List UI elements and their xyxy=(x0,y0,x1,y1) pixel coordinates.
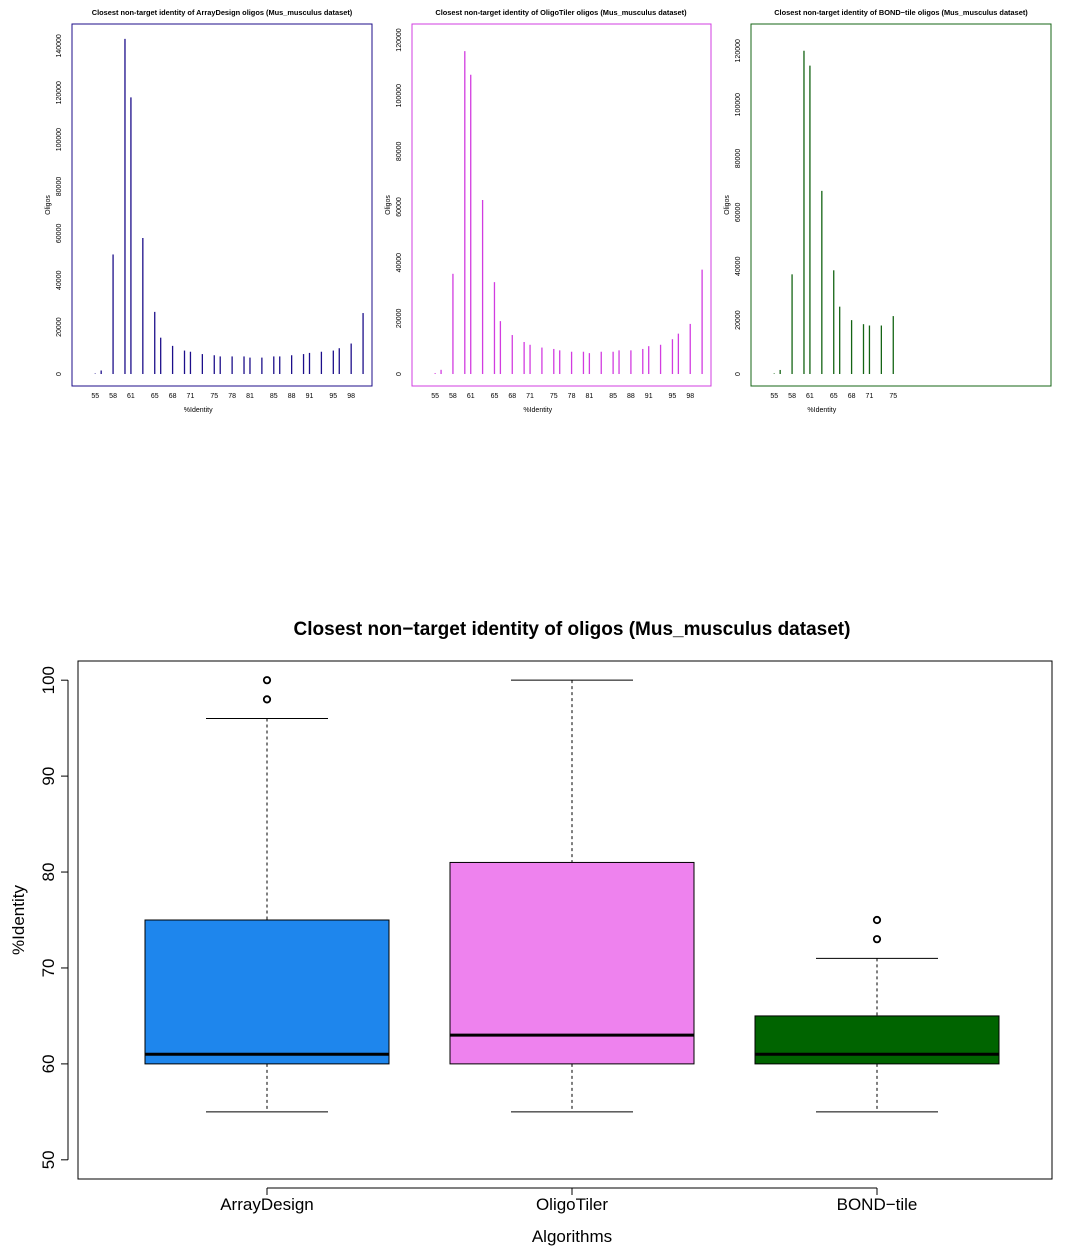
box-rect xyxy=(754,1015,1000,1065)
x-tick-label: 68 xyxy=(508,393,516,400)
x-tick-label: 68 xyxy=(169,393,177,400)
outlier-point xyxy=(262,695,272,704)
outlier-point xyxy=(262,676,272,685)
y-tick-label: 80 xyxy=(39,863,58,882)
x-axis-label: %Identity xyxy=(807,407,836,414)
x-tick-label: 61 xyxy=(467,393,475,400)
y-tick-label: 20000 xyxy=(56,317,63,337)
y-tick-label: 20000 xyxy=(396,308,403,328)
x-tick-label: 81 xyxy=(246,393,254,400)
y-tick-label: 60000 xyxy=(56,224,63,244)
x-tick-label: 95 xyxy=(329,393,337,400)
x-tick-label: 68 xyxy=(848,393,856,400)
y-tick-label: 120000 xyxy=(396,28,403,51)
box-rect xyxy=(449,861,695,1065)
x-tick-label: 75 xyxy=(210,393,218,400)
y-tick-label: 100000 xyxy=(396,84,403,107)
outlier-point xyxy=(872,935,882,944)
y-tick-label: 70 xyxy=(39,959,58,978)
y-tick-label: 90 xyxy=(39,767,58,786)
plot-frame xyxy=(77,660,1053,1180)
x-tick-label: 55 xyxy=(770,393,778,400)
y-tick-label: 60000 xyxy=(735,203,742,223)
x-tick-label: 75 xyxy=(889,393,897,400)
x-tick-label: 78 xyxy=(228,393,236,400)
chart-title: Closest non-target identity of OligoTile… xyxy=(435,8,687,17)
x-tick-label: 65 xyxy=(830,393,838,400)
y-tick-label: 60 xyxy=(39,1054,58,1073)
y-tick-label: 80000 xyxy=(396,141,403,161)
x-tick-label: 98 xyxy=(686,393,694,400)
chart-title: Closest non-target identity of ArrayDesi… xyxy=(92,8,353,17)
chart-title: Closest non-target identity of BOND−tile… xyxy=(774,8,1028,17)
y-axis-label: Oligos xyxy=(45,195,52,215)
y-tick-label: 40000 xyxy=(56,270,63,290)
x-tick-label: 58 xyxy=(449,393,457,400)
x-tick-label: 58 xyxy=(788,393,796,400)
plot-frame xyxy=(71,23,373,387)
plot-frame xyxy=(411,23,712,387)
x-tick-label: 61 xyxy=(127,393,135,400)
box-2 xyxy=(754,915,1000,1113)
y-tick-label: 140000 xyxy=(56,34,63,57)
x-tick-label: 78 xyxy=(568,393,576,400)
x-tick-label: 71 xyxy=(866,393,874,400)
y-tick-label: 120000 xyxy=(735,39,742,62)
y-tick-label: 50 xyxy=(39,1150,58,1169)
y-axis-label: Oligos xyxy=(385,195,392,215)
y-tick-label: 0 xyxy=(396,372,403,376)
x-tick-label: 91 xyxy=(645,393,653,400)
x-tick-label: ArrayDesign xyxy=(220,1195,314,1214)
x-tick-label: 55 xyxy=(91,393,99,400)
y-tick-label: 40000 xyxy=(735,256,742,276)
x-tick-label: 65 xyxy=(151,393,159,400)
x-tick-label: BOND−tile xyxy=(837,1195,918,1214)
y-tick-label: 80000 xyxy=(735,149,742,169)
x-tick-label: 61 xyxy=(806,393,814,400)
x-tick-label: 55 xyxy=(431,393,439,400)
y-axis-label: %Identity xyxy=(9,885,28,955)
x-tick-label: 75 xyxy=(550,393,558,400)
y-tick-label: 0 xyxy=(735,372,742,376)
y-tick-label: 40000 xyxy=(396,253,403,273)
x-tick-label: 91 xyxy=(306,393,314,400)
histogram-bond-tile: Closest non-target identity of BOND−tile… xyxy=(724,8,1052,414)
histogram-arraydesign: Closest non-target identity of ArrayDesi… xyxy=(45,8,373,414)
x-tick-label: 85 xyxy=(609,393,617,400)
x-tick-label: 81 xyxy=(585,393,593,400)
box-1 xyxy=(449,679,695,1113)
histogram-oligotiler: Closest non-target identity of OligoTile… xyxy=(385,8,712,414)
x-tick-label: 88 xyxy=(627,393,635,400)
x-tick-label: OligoTiler xyxy=(536,1195,608,1214)
box-rect xyxy=(144,919,390,1065)
y-axis-label: Oligos xyxy=(724,195,731,215)
x-tick-label: 58 xyxy=(109,393,117,400)
y-tick-label: 60000 xyxy=(396,197,403,217)
y-tick-label: 100 xyxy=(39,666,58,694)
y-tick-label: 120000 xyxy=(56,81,63,104)
y-tick-label: 100000 xyxy=(56,128,63,151)
x-axis-label: %Identity xyxy=(523,407,552,414)
y-tick-label: 80000 xyxy=(56,177,63,197)
chart-title: Closest non−target identity of oligos (M… xyxy=(294,619,851,640)
boxplot: Closest non−target identity of oligos (M… xyxy=(9,619,1053,1246)
x-axis-label: %Identity xyxy=(184,407,213,414)
x-tick-label: 71 xyxy=(526,393,534,400)
y-tick-label: 20000 xyxy=(735,310,742,330)
x-tick-label: 85 xyxy=(270,393,278,400)
x-tick-label: 95 xyxy=(669,393,677,400)
x-axis-label: Algorithms xyxy=(532,1227,612,1246)
y-tick-label: 0 xyxy=(56,372,63,376)
y-tick-label: 100000 xyxy=(735,93,742,116)
box-0 xyxy=(144,676,390,1113)
x-tick-label: 88 xyxy=(288,393,296,400)
outlier-point xyxy=(872,915,882,925)
plot-frame xyxy=(750,23,1052,387)
x-tick-label: 65 xyxy=(491,393,499,400)
x-tick-label: 98 xyxy=(347,393,355,400)
x-tick-label: 71 xyxy=(187,393,195,400)
